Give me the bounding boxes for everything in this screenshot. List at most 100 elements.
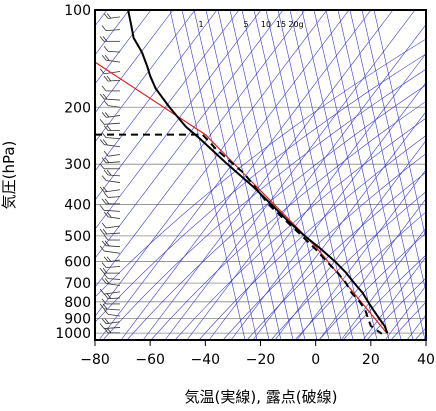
mixing-ratio-line: [325, 10, 402, 340]
isotherm-line: [230, 82, 426, 340]
isotherm-line: [296, 169, 426, 340]
wind-barb: [99, 228, 121, 235]
isotherm-line: [429, 10, 436, 340]
x-tick-label: 20: [362, 352, 380, 368]
y-axis-title: 気圧(hPa): [0, 141, 18, 210]
wind-barb: [103, 150, 121, 157]
mixing-ratio-line: [181, 10, 258, 340]
wind-barb: [101, 198, 120, 205]
isotherm-line: [98, 10, 350, 340]
wind-barb: [101, 240, 121, 248]
isotherm-line: [318, 198, 426, 340]
wind-barb: [101, 85, 120, 92]
adiabat-line: [198, 135, 426, 340]
isotherm-line: [120, 10, 372, 340]
wind-barb: [101, 175, 121, 183]
wind-barbs: [99, 13, 121, 334]
y-tick-label: 100: [64, 3, 91, 19]
isotherm-line: [362, 256, 426, 340]
adiabat-line: [294, 211, 426, 340]
mixing-ratio-label: 15: [276, 20, 286, 29]
wind-barb: [99, 68, 121, 75]
adiabat-line: [174, 117, 426, 340]
mixing-ratio-line: [193, 10, 270, 340]
mixing-ratio-line: [241, 10, 318, 340]
isotherm-line: [340, 227, 426, 340]
wind-barb: [99, 303, 121, 311]
wind-barb: [103, 327, 120, 334]
mixing-ratio-line: [253, 10, 330, 340]
y-tick-label: 600: [64, 254, 91, 270]
y-tick-label: 800: [64, 295, 91, 311]
mixing-ratio-label: 10: [261, 20, 271, 29]
y-tick-label: 500: [64, 229, 91, 245]
isotherm-line: [95, 10, 306, 288]
wind-barb: [99, 205, 121, 212]
isotherm-line: [95, 10, 174, 114]
mixing-ratio-line: [217, 10, 294, 340]
mixing-ratio-labels: 1 5 10 15 20g: [198, 20, 303, 29]
mixing-ratio-label: 1: [198, 20, 203, 29]
wind-barb: [101, 318, 121, 325]
mixing-ratio-line: [301, 10, 378, 340]
mixing-ratio-line: [361, 10, 426, 293]
adiabat-line: [366, 277, 426, 340]
wind-barb: [103, 309, 121, 317]
y-tick-label: 200: [64, 100, 91, 116]
mixing-ratio-label: 5: [243, 20, 248, 29]
x-tick-label: 0: [311, 352, 320, 368]
isotherm-line: [95, 10, 196, 143]
wind-barb: [101, 278, 121, 286]
pressure-gridlines: [95, 9, 426, 334]
wind-barb: [103, 75, 121, 82]
x-tick-label: −40: [191, 352, 221, 368]
isotherm-line: [95, 10, 152, 85]
wind-barb: [103, 13, 121, 19]
wind-barb: [99, 93, 121, 101]
isotherm-line: [95, 10, 218, 172]
mixing-ratio-line: [277, 10, 354, 340]
mixing-ratio-label: 20g: [288, 20, 303, 29]
wind-barb: [99, 245, 121, 254]
mixing-ratio-line: [205, 10, 282, 340]
adiabat-line: [222, 153, 426, 340]
x-tick-label: −20: [246, 352, 276, 368]
wind-barb: [99, 163, 120, 170]
mixing-ratio-line: [373, 10, 426, 241]
mixing-ratio-line: [169, 10, 246, 340]
wind-barb: [103, 293, 121, 300]
x-tick-label: −60: [135, 352, 165, 368]
wind-barb: [101, 112, 121, 118]
isotherm-line: [95, 10, 240, 201]
wind-barb: [103, 273, 121, 280]
adiabat-line: [102, 68, 426, 340]
isotherm-line: [142, 10, 394, 340]
adiabat-line: [246, 171, 426, 340]
mixing-ratio-line: [289, 10, 366, 340]
mixing-ratio-line: [349, 10, 426, 340]
x-tick-labels: −80 −60 −40 −20 0 20 40: [80, 340, 435, 368]
wind-barb: [99, 267, 120, 274]
wind-barb: [99, 139, 121, 148]
isotherm-line: [164, 10, 416, 340]
x-tick-label: 40: [417, 352, 435, 368]
adiabat-line: [95, 53, 426, 323]
dewpoint-series-line: [95, 133, 383, 335]
wind-barb: [103, 192, 121, 198]
adiabat-line: [150, 100, 426, 340]
isotherm-line: [95, 10, 284, 259]
adiabat-line: [342, 254, 426, 340]
wind-barb: [103, 256, 121, 263]
mixing-ratio-line: [265, 10, 342, 340]
wind-barb: [103, 125, 120, 131]
wind-barb: [101, 157, 121, 164]
y-tick-label: 300: [64, 157, 91, 173]
isotherm-line: [252, 111, 426, 340]
wind-barb: [103, 100, 121, 108]
isopleth-lines: [95, 10, 436, 340]
wind-barb: [101, 25, 121, 31]
reference-line: [95, 61, 388, 335]
wind-barb: [103, 234, 120, 241]
